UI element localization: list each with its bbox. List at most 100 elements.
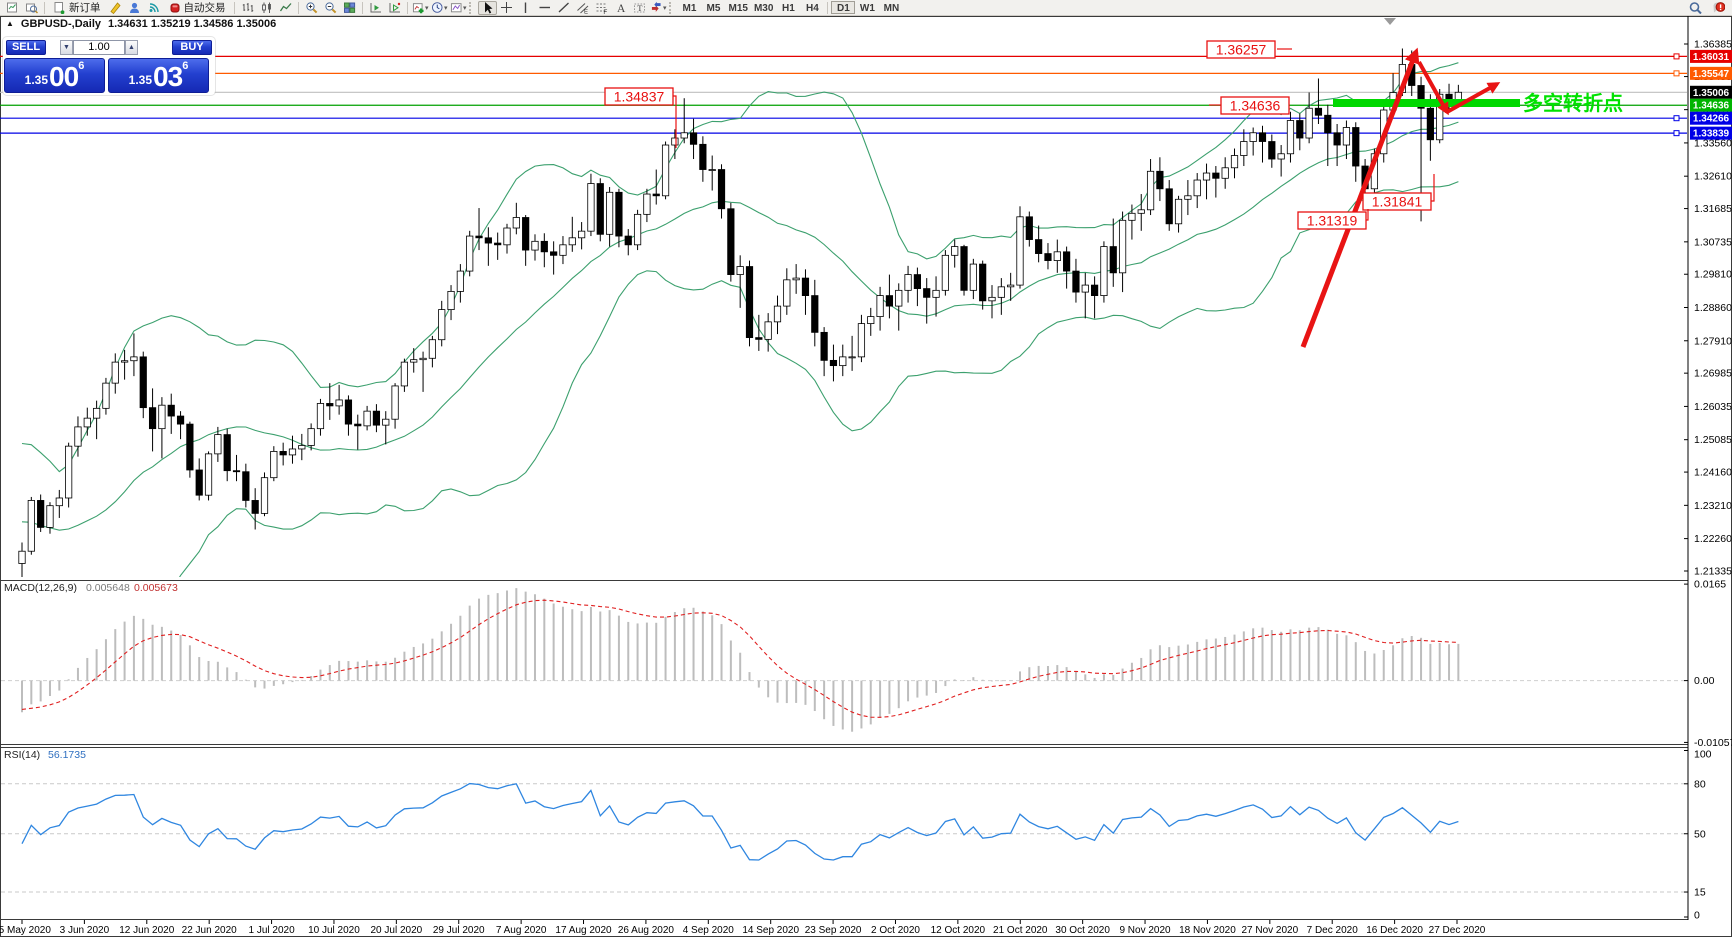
autotrading-button[interactable]: 自动交易 bbox=[163, 1, 231, 15]
symbol-title: GBPUSD-,Daily bbox=[20, 18, 101, 30]
price-annotation-box bbox=[1206, 40, 1276, 59]
collapse-panel-icon[interactable]: ▲ bbox=[6, 18, 14, 28]
one-click-trading-panel: SELL ▼ ▲ BUY 1.35 00 6 1.35 03 6 bbox=[3, 37, 215, 95]
macd-tick-label: 0.0165 bbox=[1694, 579, 1726, 591]
line-chart-icon[interactable] bbox=[276, 1, 295, 15]
macd-tick-label: -0.010571 bbox=[1694, 737, 1732, 749]
chevron-down-icon: ▾ bbox=[462, 4, 467, 12]
chart-plot-area[interactable] bbox=[1, 17, 1686, 577]
date-tick-label: 16 Dec 2020 bbox=[1366, 925, 1423, 936]
price-badge-text: 1.36031 bbox=[1693, 52, 1730, 63]
templates-icon[interactable]: ▾ bbox=[449, 1, 468, 15]
trend-arrow bbox=[1300, 47, 1420, 348]
hline-handle[interactable] bbox=[1673, 70, 1680, 77]
date-tick-label: 3 Jun 2020 bbox=[60, 925, 110, 936]
price-annotation-text: 1.31319 bbox=[1307, 213, 1358, 229]
toolbar-right-icons bbox=[1685, 1, 1729, 15]
volume-decrease-button[interactable]: ▼ bbox=[60, 39, 73, 55]
price-annotation-text: 1.31841 bbox=[1372, 194, 1423, 210]
date-tick-label: 2 Oct 2020 bbox=[871, 925, 920, 936]
autotrading-button-label: 自动交易 bbox=[183, 2, 226, 14]
ask-price-display[interactable]: 1.35 03 6 bbox=[108, 58, 209, 93]
price-badge bbox=[1690, 66, 1732, 80]
symbol-ohlc-values: 1.34631 1.35219 1.34586 1.35006 bbox=[108, 18, 277, 30]
timeframe-button-h1[interactable]: H1 bbox=[776, 1, 800, 14]
arrows-icon[interactable]: ▾ bbox=[649, 1, 668, 15]
tile-windows-icon[interactable] bbox=[340, 1, 359, 15]
price-annotation-text: 1.34837 bbox=[614, 89, 665, 105]
timeframe-button-mn[interactable]: MN bbox=[879, 1, 903, 14]
timeframe-button-m5[interactable]: M5 bbox=[702, 1, 726, 14]
rsi-tick-label: 50 bbox=[1694, 828, 1706, 840]
timeframe-button-m30[interactable]: M30 bbox=[751, 1, 776, 14]
signals-icon[interactable] bbox=[144, 1, 163, 15]
bid-price-display[interactable]: 1.35 00 6 bbox=[4, 58, 105, 93]
timeframe-button-m1[interactable]: M1 bbox=[678, 1, 702, 14]
price-axis: 1.363851.354551.345101.335601.326101.316… bbox=[1684, 16, 1732, 922]
price-tick-label: 1.26035 bbox=[1694, 401, 1732, 413]
timeframe-button-w1[interactable]: W1 bbox=[855, 1, 879, 14]
notifications-icon[interactable] bbox=[1708, 1, 1727, 15]
chart-shift-marker[interactable] bbox=[1384, 18, 1396, 25]
crosshair-icon[interactable] bbox=[497, 1, 516, 15]
equidistant-channel-icon[interactable]: E bbox=[573, 1, 592, 15]
search-icon[interactable] bbox=[1685, 1, 1704, 15]
date-tick-label: 4 Sep 2020 bbox=[683, 925, 735, 936]
price-tick-label: 1.31685 bbox=[1694, 203, 1732, 215]
profiles-icon[interactable] bbox=[22, 1, 41, 15]
candlestick-chart-icon[interactable] bbox=[257, 1, 276, 15]
fibonacci-icon[interactable]: F bbox=[592, 1, 611, 15]
bid-big-digits: 00 bbox=[49, 61, 79, 92]
volume-input[interactable] bbox=[73, 39, 125, 55]
chart-shift-icon[interactable] bbox=[385, 1, 404, 15]
price-tick-label: 1.36385 bbox=[1694, 39, 1732, 51]
price-badge-text: 1.33839 bbox=[1693, 129, 1730, 140]
macd-signal-line bbox=[21, 599, 1459, 718]
hline-handle[interactable] bbox=[1673, 115, 1680, 122]
price-tick-label: 1.29810 bbox=[1694, 269, 1732, 281]
macd-label: MACD(12,26,9) bbox=[4, 582, 77, 594]
community-icon[interactable] bbox=[125, 1, 144, 15]
horizontal-line-icon[interactable] bbox=[535, 1, 554, 15]
price-annotation-text: 1.36257 bbox=[1216, 42, 1267, 58]
new-chart-icon[interactable] bbox=[3, 1, 22, 15]
vertical-line-icon[interactable] bbox=[516, 1, 535, 15]
hline-handle[interactable] bbox=[1673, 53, 1680, 60]
price-tick-label: 1.22260 bbox=[1694, 533, 1732, 545]
timeframe-button-m15[interactable]: M15 bbox=[726, 1, 751, 14]
zoom-in-icon[interactable] bbox=[302, 1, 321, 15]
date-tick-label: 17 Aug 2020 bbox=[555, 925, 612, 936]
indicators-icon[interactable]: ▾ bbox=[411, 1, 430, 15]
auto-scroll-icon[interactable] bbox=[366, 1, 385, 15]
text-icon[interactable]: A bbox=[611, 1, 630, 15]
hline-handle[interactable] bbox=[1673, 130, 1680, 137]
price-badge-text: 1.34266 bbox=[1693, 114, 1730, 125]
chart-annotations[interactable]: 多空转折点 1.36257 1.34837 1.34636 1.31841 1.31319 bbox=[604, 40, 1623, 348]
timeframe-button-d1[interactable]: D1 bbox=[831, 1, 856, 14]
bar-chart-icon[interactable] bbox=[238, 1, 257, 15]
zoom-out-icon[interactable] bbox=[321, 1, 340, 15]
trend-note-text[interactable]: 多空转折点 bbox=[1523, 91, 1623, 115]
date-tick-label: 23 Sep 2020 bbox=[805, 925, 862, 936]
date-tick-label: 29 Jul 2020 bbox=[433, 925, 485, 936]
price-annotation-box bbox=[1220, 96, 1290, 115]
price-tick-label: 1.25085 bbox=[1694, 434, 1732, 446]
toolbar-separator bbox=[361, 1, 363, 14]
svg-text:E: E bbox=[584, 10, 588, 15]
new-order-button[interactable]: 新订单 bbox=[48, 1, 106, 15]
sell-button[interactable]: SELL bbox=[6, 39, 46, 55]
price-tick-label: 1.26985 bbox=[1694, 368, 1732, 380]
metaeditor-icon[interactable] bbox=[106, 1, 125, 15]
chevron-down-icon: ▾ bbox=[662, 4, 667, 12]
cursor-icon[interactable] bbox=[477, 0, 497, 15]
periods-icon[interactable]: ▾ bbox=[430, 1, 449, 15]
toolbar-grip bbox=[468, 1, 475, 14]
trendline-icon[interactable] bbox=[554, 1, 573, 15]
buy-button[interactable]: BUY bbox=[172, 39, 212, 55]
rsi-tick-label: 15 bbox=[1694, 887, 1706, 899]
price-annotation-box bbox=[1362, 192, 1432, 211]
label-icon[interactable]: T bbox=[630, 1, 649, 15]
timeframe-button-h4[interactable]: H4 bbox=[800, 1, 824, 14]
toolbar: 新订单 自动交易 ▾ ▾ ▾ E F A T ▾ M1 M5 M15 M30 H1 H4 D1 W1 MN bbox=[0, 0, 1732, 16]
volume-increase-button[interactable]: ▲ bbox=[125, 39, 138, 55]
